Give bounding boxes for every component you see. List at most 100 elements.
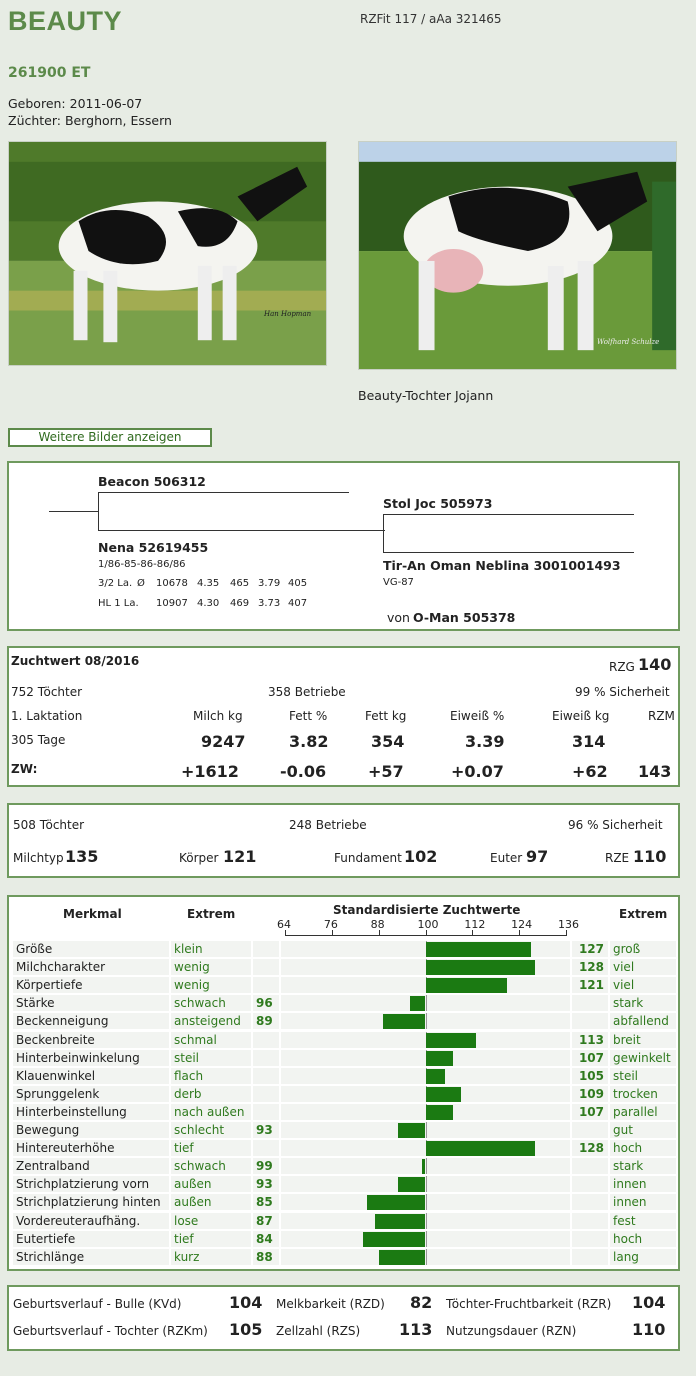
scale-tick-label: 76 — [323, 918, 338, 931]
trait-name: Beckenneigung — [13, 1013, 169, 1031]
maternal-grandsire[interactable]: Stol Joc 505973 — [383, 496, 493, 511]
trait-bar-cell — [281, 977, 570, 995]
more-images-button[interactable]: Weitere Bilder anzeigen — [8, 428, 212, 447]
reliability: 99 % Sicherheit — [575, 685, 670, 699]
conf-herds: 248 Betriebe — [289, 818, 367, 832]
bar-center-line — [425, 1158, 427, 1175]
rzn-value: 110 — [632, 1320, 666, 1339]
scale-axis — [285, 935, 566, 936]
pedigree-panel: Beacon 506312 Nena 52619455 1/86-85-86-8… — [7, 461, 680, 631]
trait-bar-cell — [281, 1049, 570, 1067]
row-305-label: 305 Tage — [11, 733, 66, 747]
trait-bar — [425, 942, 531, 957]
trait-extreme-high: parallel — [610, 1103, 676, 1121]
trait-row: Vordereuteraufhäng. lose 87 fest — [13, 1212, 676, 1231]
rzkm-value: 105 — [229, 1320, 263, 1339]
sire-name[interactable]: Beacon 506312 — [98, 474, 206, 489]
conf-reliability: 96 % Sicherheit — [568, 818, 663, 832]
dam-l2-fatkg: 469 — [230, 598, 250, 609]
trait-bar-cell — [281, 995, 570, 1013]
trait-name: Zentralband — [13, 1158, 169, 1176]
protkg-305: 314 — [572, 732, 606, 751]
trait-bar — [425, 1032, 477, 1048]
trait-bar — [409, 996, 426, 1012]
cow-photo-1[interactable]: Han Hopman — [8, 141, 327, 366]
trait-name: Vordereuteraufhäng. — [13, 1212, 169, 1230]
scale-tick-label: 112 — [464, 918, 486, 931]
trait-name: Beckenbreite — [13, 1031, 169, 1049]
trait-value-low — [253, 941, 279, 958]
scale-tick — [425, 930, 427, 936]
trait-extreme-high: abfallend — [610, 1013, 676, 1031]
fatkg-305: 354 — [371, 732, 405, 751]
trait-extreme-high: gut — [610, 1122, 676, 1139]
dam-name[interactable]: Nena 52619455 — [98, 540, 209, 555]
fatpct-305: 3.82 — [289, 732, 329, 751]
scale-tick — [519, 930, 521, 936]
trait-name: Hinterbeinwinkelung — [13, 1049, 169, 1067]
header-protein-pct: Eiweiß % — [450, 709, 505, 723]
trait-bar — [363, 1231, 426, 1247]
fatkg-zw: +57 — [368, 762, 404, 781]
granddam-sire-prefix: von — [387, 610, 410, 625]
trait-row: Strichlänge kurz 88 lang — [13, 1248, 676, 1267]
trait-bar — [425, 1068, 445, 1084]
header-fat-pct: Fett % — [289, 709, 328, 723]
trait-bar — [425, 960, 535, 976]
trait-name: Milchcharakter — [13, 959, 169, 977]
trait-value-high — [572, 1176, 608, 1194]
trait-extreme-low: klein — [171, 941, 251, 958]
trait-name: Strichlänge — [13, 1248, 169, 1266]
rze-value: 110 — [633, 847, 667, 866]
linear-traits-panel: Merkmal Extrem Standardisierte Zuchtwert… — [7, 895, 680, 1271]
dam-l1-protkg: 405 — [288, 578, 308, 589]
trait-value-low — [253, 1085, 279, 1103]
trait-value-low: 93 — [253, 1122, 279, 1139]
trait-extreme-high: stark — [610, 995, 676, 1013]
protkg-zw: +62 — [572, 762, 608, 781]
scale-tick — [331, 930, 333, 936]
dam-l1-milk: 10678 — [156, 578, 188, 589]
trait-bar-cell — [281, 1122, 570, 1139]
trait-row: Eutertiefe tief 84 hoch — [13, 1230, 676, 1249]
trait-value-high: 128 — [572, 959, 608, 977]
protpct-305: 3.39 — [465, 732, 505, 751]
birth-date: Geboren: 2011-06-07 — [8, 96, 143, 111]
breeder: Züchter: Berghorn, Essern — [8, 113, 172, 128]
trait-extreme-high: trocken — [610, 1085, 676, 1103]
cow-photo-2[interactable]: Wolfhard Schulze — [358, 141, 677, 370]
rzfit-info: RZFit 117 / aAa 321465 — [360, 12, 502, 26]
scale-tick-label: 136 — [558, 918, 579, 931]
scale-tick-label: 64 — [277, 918, 291, 931]
scale-tick-label: 100 — [417, 918, 439, 931]
trait-value-high — [572, 1194, 608, 1212]
trait-bar-cell — [281, 959, 570, 977]
trait-extreme-low: kurz — [171, 1248, 251, 1266]
dam-l1-protpct: 3.79 — [258, 578, 281, 589]
trait-value-high — [572, 995, 608, 1013]
col-extreme-high-header: Extrem — [619, 907, 668, 921]
trait-extreme-low: schwach — [171, 1158, 251, 1176]
trait-extreme-low: ansteigend — [171, 1013, 251, 1031]
kvd-label: Geburtsverlauf - Bulle (KVd) — [13, 1297, 182, 1311]
scale-tick — [566, 930, 567, 936]
trait-bar — [374, 1213, 426, 1229]
header-rzm: RZM — [648, 709, 675, 723]
header-fat-kg: Fett kg — [365, 709, 407, 723]
trait-extreme-low: lose — [171, 1212, 251, 1230]
trait-bar — [398, 1177, 426, 1193]
trait-extreme-low: tief — [171, 1140, 251, 1158]
page-title: BEAUTY — [8, 6, 123, 36]
bar-center-line — [425, 1194, 427, 1211]
trait-bar-cell — [281, 1140, 570, 1158]
scale-tick-label: 124 — [511, 918, 533, 931]
col-extreme-low-header: Extrem — [187, 907, 236, 921]
trait-name: Stärke — [13, 995, 169, 1013]
maternal-granddam[interactable]: Tir-An Oman Neblina 3001001493 — [383, 558, 621, 573]
trait-row: Beckenbreite schmal 113 breit — [13, 1031, 676, 1050]
trait-value-low — [253, 977, 279, 995]
trait-extreme-high: gewinkelt — [610, 1049, 676, 1067]
trait-bar-cell — [281, 1085, 570, 1103]
breeding-value-panel: Zuchtwert 08/2016 RZG 140 752 Töchter 35… — [7, 646, 680, 787]
granddam-sire[interactable]: O-Man 505378 — [413, 610, 516, 625]
